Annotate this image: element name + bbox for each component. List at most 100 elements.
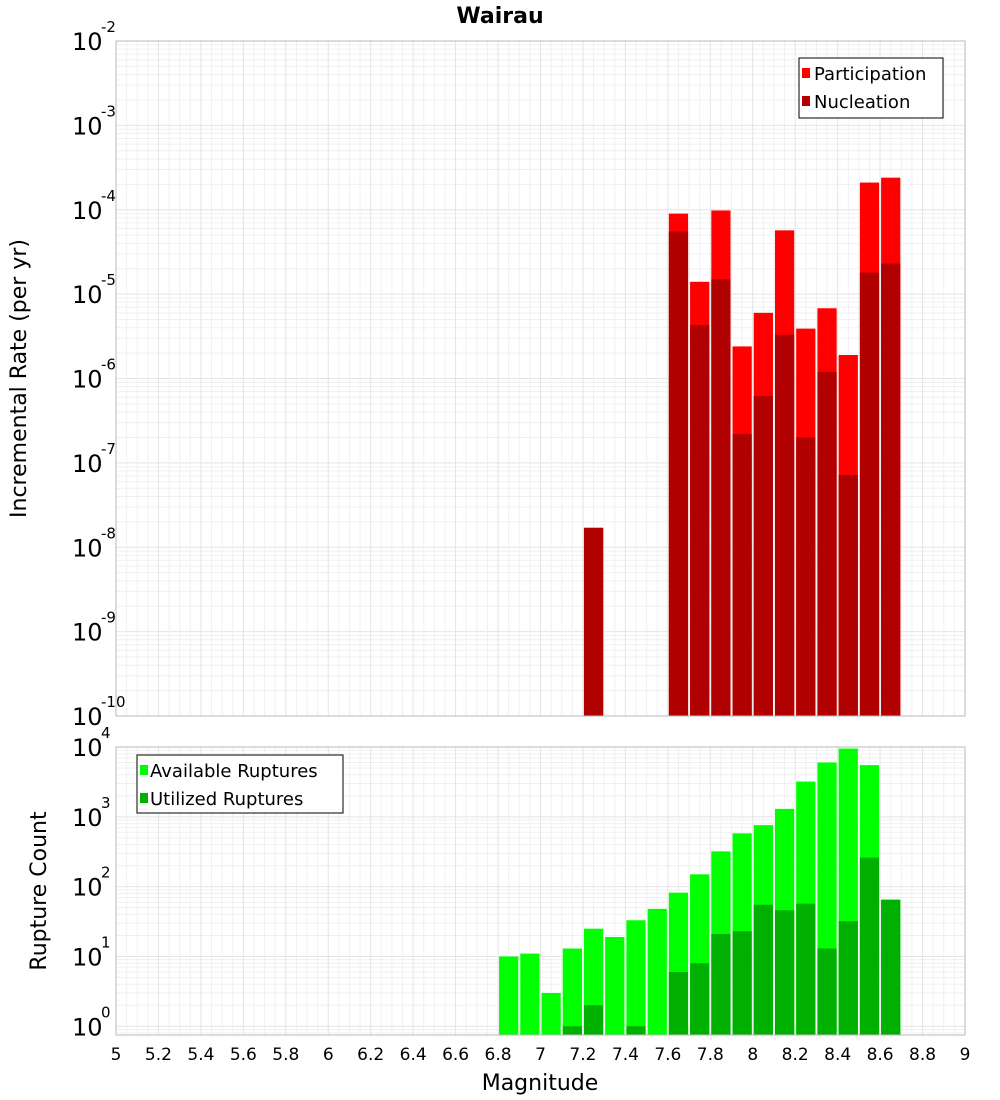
x-tick-label: 5.4 <box>187 1045 214 1065</box>
x-tick-label: 8.6 <box>867 1045 894 1065</box>
nucleation-bar <box>711 279 731 716</box>
counts-bars <box>499 748 901 1035</box>
rates-y-tick-exponent: -6 <box>101 356 116 374</box>
x-tick-label: 6.8 <box>485 1045 512 1065</box>
rates-legend: Participation Nucleation <box>798 57 944 119</box>
x-tick-label: 7.2 <box>569 1045 596 1065</box>
x-tick-label: 7.4 <box>612 1045 639 1065</box>
x-tick-labels: 5 5.2 5.4 5.6 5.8 6 6.2 6.4 6.6 6.8 7 7.2 7.4 7.6 7.8 8… <box>111 1045 971 1065</box>
rates-y-tick-exponent: -5 <box>101 271 116 289</box>
available-ruptures-bar <box>562 948 582 1035</box>
counts-y-axis-label: Rupture Count <box>27 811 52 971</box>
counts-y-tick-label: 10 <box>72 943 103 971</box>
x-tick-label: 5 <box>111 1045 122 1065</box>
nucleation-swatch <box>802 96 810 106</box>
utilized-ruptures-bar <box>690 963 710 1035</box>
counts-plot-frame <box>115 746 966 1036</box>
rates-y-tick-label: 10 <box>72 703 103 731</box>
nucleation-bar <box>774 334 795 716</box>
nucleation-bar <box>668 231 689 716</box>
rates-legend-box <box>798 57 944 119</box>
x-tick-label: 7.8 <box>697 1045 724 1065</box>
x-tick-label: 6 <box>323 1045 334 1065</box>
x-tick-label: 8.2 <box>782 1045 809 1065</box>
counts-y-tick-exponent: 4 <box>101 724 111 742</box>
available-ruptures-bar <box>626 920 646 1035</box>
x-tick-label: 8.4 <box>824 1045 851 1065</box>
rates-y-tick-label: 10 <box>72 112 103 140</box>
rates-bars <box>583 177 901 717</box>
rates-y-tick-exponent: -8 <box>101 524 116 542</box>
available-ruptures-swatch <box>140 765 148 775</box>
rates-y-tick-label: 10 <box>72 619 103 647</box>
nucleation-bar <box>690 325 710 716</box>
x-tick-label: 8 <box>747 1045 758 1065</box>
utilized-ruptures-bar <box>796 903 816 1035</box>
utilized-ruptures-bar <box>668 971 689 1035</box>
x-tick-label: 9 <box>960 1045 971 1065</box>
rates-y-tick-exponent: -10 <box>101 693 126 711</box>
counts-y-tick-label: 10 <box>72 1013 103 1041</box>
x-tick-label: 6.2 <box>357 1045 384 1065</box>
chart-title: Wairau <box>456 4 543 29</box>
rates-y-tick-exponent: -4 <box>101 187 116 205</box>
available-ruptures-bar <box>541 992 561 1035</box>
rates-y-axis-label: Incremental Rate (per yr) <box>7 239 32 518</box>
utilized-ruptures-bar <box>753 904 773 1035</box>
rates-y-tick-label: 10 <box>72 28 103 56</box>
utilized-ruptures-bar <box>817 948 837 1035</box>
available-ruptures-bar <box>647 908 667 1035</box>
counts-y-tick-exponent: 0 <box>101 1003 111 1021</box>
rates-grid <box>115 40 966 717</box>
x-tick-label: 7.6 <box>654 1045 681 1065</box>
x-tick-label: 7 <box>535 1045 546 1065</box>
participation-swatch <box>802 68 810 78</box>
utilized-ruptures-bar <box>626 1026 646 1035</box>
rates-y-tick-exponent: -7 <box>101 440 116 458</box>
utilized-ruptures-bar <box>881 899 901 1035</box>
utilized-ruptures-bar <box>583 1005 604 1035</box>
utilized-ruptures-bar <box>711 933 731 1035</box>
nucleation-bar <box>859 272 880 716</box>
nucleation-bar <box>838 474 858 716</box>
counts-legend-box <box>136 754 344 814</box>
x-tick-label: 5.8 <box>272 1045 299 1065</box>
rates-y-tick-label: 10 <box>72 281 103 309</box>
rates-y-tick-exponent: -3 <box>101 102 116 120</box>
x-tick-label: 5.2 <box>145 1045 172 1065</box>
counts-y-tick-label: 10 <box>72 734 103 762</box>
utilized-ruptures-bar <box>859 857 880 1035</box>
utilized-ruptures-bar <box>562 1026 582 1035</box>
utilized-ruptures-legend-label: Utilized Ruptures <box>150 789 303 810</box>
rates-y-tick-label: 10 <box>72 450 103 478</box>
rates-y-tick-label: 10 <box>72 197 103 225</box>
nucleation-bar <box>732 433 752 716</box>
x-tick-label: 8.8 <box>909 1045 936 1065</box>
available-ruptures-bar <box>499 956 519 1035</box>
x-tick-label: 5.6 <box>230 1045 257 1065</box>
nucleation-bar <box>881 263 901 716</box>
rates-plot-frame <box>115 40 966 717</box>
nucleation-bar <box>817 371 837 716</box>
available-ruptures-bar <box>605 936 625 1035</box>
available-ruptures-legend-label: Available Ruptures <box>150 761 318 782</box>
rates-y-tick-exponent: -2 <box>101 18 116 36</box>
counts-y-tick-label: 10 <box>72 874 103 902</box>
nucleation-bar <box>796 437 816 716</box>
counts-legend: Available Ruptures Utilized Ruptures <box>136 754 344 814</box>
utilized-ruptures-swatch <box>140 793 148 803</box>
nucleation-legend-label: Nucleation <box>814 92 910 113</box>
utilized-ruptures-bar <box>838 921 858 1035</box>
x-tick-label: 6.4 <box>400 1045 427 1065</box>
participation-legend-label: Participation <box>814 64 926 85</box>
x-axis-label: Magnitude <box>482 1071 599 1096</box>
rates-y-tick-exponent: -9 <box>101 609 116 627</box>
counts-y-tick-exponent: 3 <box>101 794 111 812</box>
x-tick-label: 6.6 <box>442 1045 469 1065</box>
rates-y-tick-label: 10 <box>72 534 103 562</box>
utilized-ruptures-bar <box>774 910 795 1035</box>
counts-y-tick-exponent: 2 <box>101 864 111 882</box>
counts-y-tick-label: 10 <box>72 804 103 832</box>
